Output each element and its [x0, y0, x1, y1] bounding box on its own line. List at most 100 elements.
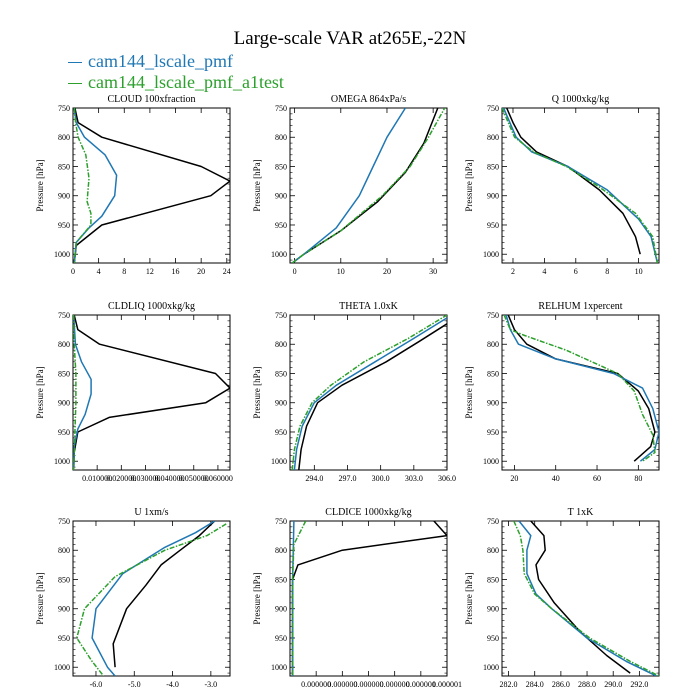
panel-2-series-1-line: [291, 108, 439, 263]
panel-2-series-3-line: [291, 108, 446, 263]
panel-8-xtick-label-5: 0.000001: [432, 680, 462, 689]
panel-1-ytick-label-0: 750: [58, 104, 70, 113]
panel-9-series-2-line: [518, 521, 657, 676]
panel-4-ytick-label-0: 750: [58, 311, 70, 320]
panel-2-xtick-label-2: 20: [383, 267, 391, 276]
panel-4-xtick-label-4: 0.050000: [179, 474, 209, 483]
panel-2-ytick-label-4: 950: [275, 221, 287, 230]
panel-8-series-3-line: [291, 521, 307, 676]
panel-4-ylabel: Pressure [hPa]: [35, 366, 45, 418]
panel-4-xtick-label-0: 0.010000: [82, 474, 112, 483]
panel-1-series-1-line: [73, 108, 230, 263]
panel-5-series-3-line: [291, 315, 447, 470]
panel-5-ytick-label-4: 950: [275, 428, 287, 437]
panel-5-ytick-label-3: 900: [275, 399, 287, 408]
panel-3-xtick-label-2: 6: [574, 267, 578, 276]
panel-8-series-1-line: [291, 521, 447, 676]
panel-2-ytick-label-1: 800: [275, 133, 287, 142]
panel-3-ytick-label-5: 1000: [483, 250, 499, 259]
panel-2-xtick-label-3: 30: [429, 267, 437, 276]
panel-1-ylabel: Pressure [hPa]: [35, 159, 45, 211]
panel-5-xtick-label-1: 297.0: [338, 474, 356, 483]
panel-6-xtick-label-3: 80: [634, 474, 642, 483]
panel-8-xtick-label-4: 0.000001: [406, 680, 436, 689]
panel-5-ylabel: Pressure [hPa]: [252, 366, 262, 418]
panel-6-series-3-line: [503, 315, 656, 462]
panel-7-frame: [72, 520, 231, 677]
panel-3-title: Q 1000xkg/kg: [552, 94, 610, 105]
panel-5-xtick-label-2: 300.0: [372, 474, 390, 483]
panel-9-ytick-label-5: 1000: [483, 663, 499, 672]
panel-9-series-1-line: [530, 521, 631, 674]
panel-7-series-3-line: [76, 523, 227, 676]
panel-8-ytick-label-2: 850: [275, 575, 287, 584]
panel-8-frame: [289, 520, 448, 677]
panel-7-xtick-label-3: -3.0: [205, 680, 218, 689]
panel-3-xtick-label-3: 8: [605, 267, 609, 276]
panel-9-ytick-label-4: 950: [487, 634, 499, 643]
panel-8-xtick-label-2: 0.000000: [354, 680, 384, 689]
panel-7-xtick-label-1: -5.0: [128, 680, 141, 689]
panel-5-ytick-label-2: 850: [275, 369, 287, 378]
panel-4-xtick-label-3: 0.040000: [155, 474, 185, 483]
panel-6-ytick-label-4: 950: [487, 428, 499, 437]
panel-7-ytick-label-0: 750: [58, 517, 70, 526]
panel-2-ylabel: Pressure [hPa]: [252, 159, 262, 211]
panel-3-ytick-label-1: 800: [487, 133, 499, 142]
panel-9-xtick-label-3: 288.0: [578, 680, 596, 689]
panel-7-title: U 1xm/s: [134, 507, 168, 518]
panel-7-xtick-label-0: -6.0: [90, 680, 103, 689]
panel-9-xtick-label-2: 286.0: [552, 680, 570, 689]
panel-5-series-1-line: [298, 323, 447, 470]
panel-2-frame: [289, 107, 448, 264]
panel-2-xtick-label-1: 10: [337, 267, 345, 276]
panel-9-xtick-label-4: 290.0: [604, 680, 622, 689]
panel-4-ytick-label-3: 900: [58, 399, 70, 408]
panel-9-title: T 1xK: [568, 507, 594, 518]
panel-7-series-2-line: [91, 521, 216, 676]
panel-8-ylabel: Pressure [hPa]: [252, 572, 262, 624]
panel-5-series-2-line: [293, 317, 447, 470]
panel-5-xtick-label-0: 294.0: [305, 474, 323, 483]
panel-1-frame: [72, 107, 231, 264]
panel-5-title: THETA 1.0xK: [339, 301, 398, 312]
panel-4-series-3-line: [73, 315, 77, 470]
panel-1-ytick-label-1: 800: [58, 133, 70, 142]
panel-9-ytick-label-1: 800: [487, 546, 499, 555]
panel-4-ytick-label-2: 850: [58, 369, 70, 378]
panel-7-ytick-label-5: 1000: [54, 663, 70, 672]
panel-3-frame: [501, 107, 660, 264]
panel-5-xtick-label-4: 306.0: [438, 474, 456, 483]
panel-8-ytick-label-5: 1000: [271, 663, 287, 672]
panel-8-xtick-label-0: 0.000000: [301, 680, 331, 689]
panel-2-ytick-label-3: 900: [275, 192, 287, 201]
panel-9-series-3-line: [513, 521, 659, 676]
panel-3-ytick-label-4: 950: [487, 221, 499, 230]
panel-4-series-2-line: [73, 315, 92, 470]
panel-4-ytick-label-4: 950: [58, 428, 70, 437]
panel-2-title: OMEGA 864xPa/s: [331, 94, 406, 105]
panel-1-xtick-label-1: 4: [97, 267, 101, 276]
panel-7-xtick-label-2: -4.0: [166, 680, 179, 689]
panel-2-ytick-label-0: 750: [275, 104, 287, 113]
panel-3-series-1-line: [506, 108, 641, 255]
panel-5-ytick-label-1: 800: [275, 340, 287, 349]
panel-1-ytick-label-2: 850: [58, 162, 70, 171]
panel-6-ytick-label-0: 750: [487, 311, 499, 320]
panel-9-ylabel: Pressure [hPa]: [464, 572, 474, 624]
panel-3-xtick-label-4: 10: [635, 267, 643, 276]
panel-4-xtick-label-1: 0.020000: [106, 474, 136, 483]
panel-3-series-2-line: [502, 108, 659, 263]
panel-8-ytick-label-4: 950: [275, 634, 287, 643]
panel-9-xtick-label-5: 292.0: [630, 680, 648, 689]
panel-1-series-3-line: [73, 108, 92, 263]
panel-4-ytick-label-1: 800: [58, 340, 70, 349]
panel-7-ylabel: Pressure [hPa]: [35, 572, 45, 624]
panel-6-xtick-label-1: 40: [552, 474, 560, 483]
panel-6-title: RELHUM 1xpercent: [538, 301, 622, 312]
panel-1-xtick-label-5: 20: [197, 267, 205, 276]
panel-9-ytick-label-0: 750: [487, 517, 499, 526]
panel-5-ytick-label-5: 1000: [271, 457, 287, 466]
panel-6-ytick-label-3: 900: [487, 399, 499, 408]
panel-6-ytick-label-5: 1000: [483, 457, 499, 466]
